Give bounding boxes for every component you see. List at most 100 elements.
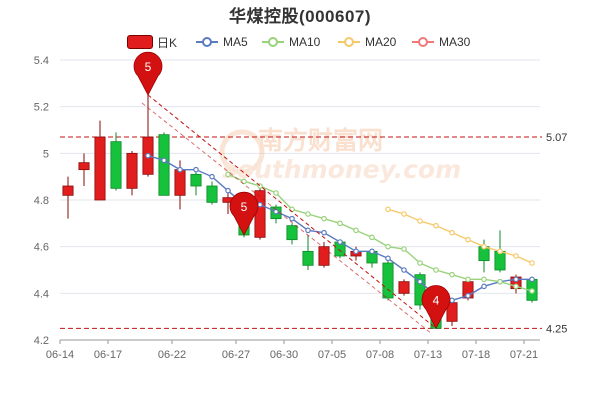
legend-item-dayk[interactable]: 日K: [127, 33, 177, 51]
ma20-point: [433, 222, 439, 229]
legend-swatch-ma20: [338, 35, 360, 49]
ma5-point: [177, 166, 183, 173]
ma5-point: [385, 255, 391, 262]
y-tick-label: 5.4: [34, 55, 49, 67]
legend-label-ma30: MA30: [439, 35, 471, 49]
x-tick-label: 06-17: [94, 349, 122, 361]
x-tick-label: 07-05: [318, 349, 346, 361]
candle-body: [286, 225, 298, 241]
ma5-point: [513, 276, 519, 283]
ma5-point: [145, 152, 151, 159]
ma10-point: [385, 243, 391, 250]
ma10-point: [449, 271, 455, 278]
ma10-point: [337, 220, 343, 227]
candle-body: [190, 173, 202, 187]
ma5-point: [401, 267, 407, 273]
markers: 5 5 4: [133, 51, 451, 330]
ma5-point: [449, 297, 455, 304]
ma20-point: [497, 248, 503, 255]
legend-label-ma20: MA20: [365, 35, 397, 49]
y-tick-label: 5: [43, 148, 49, 160]
ma5-point: [481, 283, 487, 290]
ma20-point: [481, 243, 487, 250]
ma10-point: [497, 278, 503, 285]
ma10-point: [369, 234, 375, 241]
candle-body: [302, 250, 314, 266]
legend-swatch-ma30: [412, 35, 434, 49]
ma20-point: [513, 253, 519, 259]
ma10-point: [417, 260, 423, 266]
ma20-point: [385, 206, 391, 213]
x-tick-label: 07-18: [462, 349, 490, 361]
y-tick-label: 4.4: [34, 288, 49, 300]
legend-label-ma10: MA10: [289, 35, 321, 49]
y-tick-label: 5.2: [34, 102, 49, 114]
ma5-point: [225, 187, 231, 194]
reference-lines: 5.07 4.25: [60, 132, 567, 335]
marker-pin-icon: 4: [421, 285, 451, 330]
ma20-line: [387, 208, 533, 264]
ma5-point: [529, 276, 535, 283]
ma5-point: [209, 173, 215, 180]
legend-label-dayk: 日K: [157, 35, 178, 50]
ma20-point: [417, 218, 423, 224]
marker-label: 5: [145, 60, 152, 74]
ma5-point: [353, 248, 359, 255]
candle-body: [398, 281, 410, 294]
x-tick-label: 06-27: [222, 349, 250, 361]
candle-body: [94, 136, 106, 201]
ma5-point: [417, 278, 423, 285]
marker-pin-shape: [229, 191, 259, 236]
ma5-point: [193, 166, 199, 173]
ma5-point: [321, 229, 327, 236]
candle-body: [318, 246, 330, 266]
ma5-point: [337, 239, 343, 245]
watermark-logo-icon: [219, 129, 265, 175]
x-tick-label: 06-22: [158, 349, 186, 361]
candle-body: [382, 262, 394, 299]
candle-body: [254, 190, 266, 238]
reference-line-label: 4.25: [546, 323, 567, 335]
marker-label: 5: [241, 200, 248, 214]
marker-pin-shape: [421, 285, 451, 330]
ma10-point: [465, 276, 471, 283]
ma10-point: [241, 178, 247, 185]
ma20-point: [449, 229, 455, 236]
ma5-point: [305, 227, 311, 234]
candle-body: [126, 152, 138, 189]
ma5-point: [161, 157, 167, 164]
legend-item-ma10[interactable]: MA10: [262, 33, 320, 51]
legend-swatch-ma10: [262, 35, 284, 49]
legend-item-ma30[interactable]: MA30: [412, 33, 470, 51]
ma10-point: [273, 190, 279, 196]
x-tick-label: 06-30: [270, 349, 298, 361]
x-tick-label: 07-13: [414, 349, 442, 361]
trend-lines: [141, 94, 437, 333]
ma10-point: [353, 227, 359, 234]
candle-body: [158, 134, 170, 196]
candle-body: [206, 185, 218, 203]
marker-label: 4: [433, 293, 440, 307]
legend-item-ma20[interactable]: MA20: [338, 33, 396, 51]
ma20-point: [401, 211, 407, 217]
ma10-point: [529, 288, 535, 294]
ma10-point: [401, 246, 407, 252]
ma5-point: [465, 292, 471, 299]
marker-pin-shape: [133, 51, 163, 96]
y-tick-label: 4.8: [34, 195, 49, 207]
legend-item-ma5[interactable]: MA5: [196, 33, 248, 51]
candle-body: [110, 141, 122, 189]
watermark: 南方财富网 southmoney.com: [219, 126, 461, 184]
moving-averages: [145, 152, 535, 304]
ma10-point: [305, 211, 311, 217]
ma5-point: [369, 248, 375, 255]
reference-line-label: 5.07: [546, 132, 567, 144]
marker-pin-icon: 5: [229, 191, 259, 236]
ma20-point: [465, 236, 471, 243]
legend-label-ma5: MA5: [223, 35, 248, 49]
ma10-point: [433, 267, 439, 273]
candle-body: [494, 250, 506, 271]
ma5-point: [257, 201, 263, 208]
y-tick-label: 4.2: [34, 335, 49, 347]
